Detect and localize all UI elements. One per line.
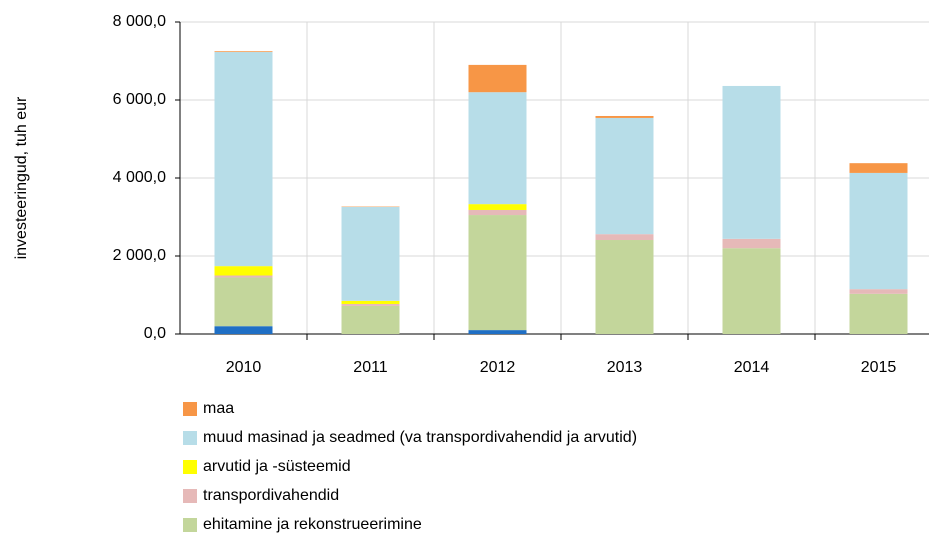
bar-segment xyxy=(214,51,273,53)
y-tick-label: 0,0 xyxy=(144,325,166,342)
legend-label: muud masinad ja seadmed (va transpordiva… xyxy=(203,429,637,446)
legend-label: ehitamine ja rekonstrueerimine xyxy=(203,516,422,533)
x-tick-label: 2014 xyxy=(734,359,770,376)
bar-segment xyxy=(722,248,781,334)
y-tick-label: 6 000,0 xyxy=(113,91,166,108)
bar-segment xyxy=(849,172,908,290)
x-tick-label: 2013 xyxy=(607,359,643,376)
bar-segment xyxy=(468,92,527,205)
bar-segment xyxy=(468,64,527,93)
legend-label: arvutid ja -süsteemid xyxy=(203,458,351,475)
y-tick-label: 2 000,0 xyxy=(113,247,166,264)
y-tick-label: 8 000,0 xyxy=(113,13,166,30)
bar-segment xyxy=(595,117,654,235)
bar-segment xyxy=(214,326,273,334)
y-axis-label: investeeringud, tuh eur xyxy=(13,96,30,259)
x-tick-label: 2015 xyxy=(861,359,897,376)
bar-segment xyxy=(341,303,400,306)
bar-segment xyxy=(722,85,781,239)
bar-segment xyxy=(849,293,908,334)
bar-segment xyxy=(849,289,908,294)
legend-swatch xyxy=(183,431,197,445)
bar-segment xyxy=(595,240,654,334)
bar-segment xyxy=(468,215,527,331)
bar-segment xyxy=(341,300,400,304)
bar-segment xyxy=(468,330,527,334)
bar-segment xyxy=(468,209,527,216)
bar-segment xyxy=(341,206,400,301)
legend-swatch xyxy=(183,460,197,474)
bar-segment xyxy=(468,204,527,210)
y-tick-label: 4 000,0 xyxy=(113,169,166,186)
x-tick-label: 2010 xyxy=(226,359,262,376)
bar-segment xyxy=(722,238,781,249)
bar-segment xyxy=(214,275,273,278)
bar-segment xyxy=(214,52,273,267)
bar-segment xyxy=(341,305,400,334)
legend-swatch xyxy=(183,489,197,503)
legend-label: transpordivahendid xyxy=(203,487,339,504)
bar-segment xyxy=(214,277,273,327)
legend-label: maa xyxy=(203,400,234,417)
bar-segment xyxy=(214,266,273,276)
bar-segment xyxy=(595,115,654,118)
bar-segment xyxy=(595,234,654,241)
x-tick-label: 2012 xyxy=(480,359,516,376)
legend-swatch xyxy=(183,402,197,416)
x-tick-label: 2011 xyxy=(353,359,388,376)
legend-swatch xyxy=(183,518,197,532)
bar-segment xyxy=(849,163,908,173)
